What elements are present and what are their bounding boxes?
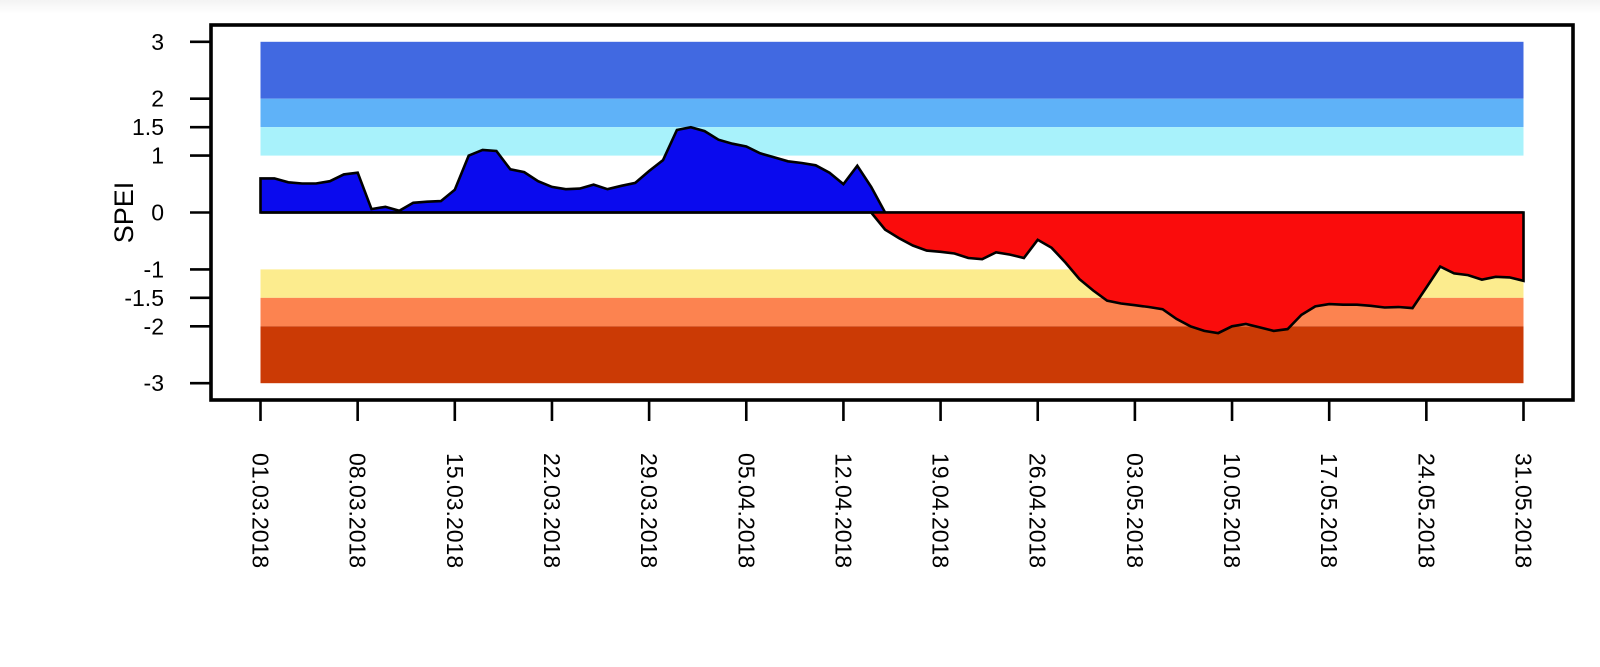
x-tick-label: 12.04.2018 xyxy=(830,453,856,568)
x-tick-label: 22.03.2018 xyxy=(539,453,565,568)
y-tick-label: 0 xyxy=(151,200,164,226)
x-tick-label: 29.03.2018 xyxy=(636,453,662,568)
x-tick-label: 19.04.2018 xyxy=(928,453,954,568)
y-tick-label: -2 xyxy=(144,313,164,339)
y-tick-label: -1.5 xyxy=(124,285,164,311)
x-tick-label: 31.05.2018 xyxy=(1511,453,1537,568)
y-tick-label: 1 xyxy=(151,143,164,169)
x-tick-label: 26.04.2018 xyxy=(1025,453,1051,568)
y-axis-title: SPEI xyxy=(109,182,139,244)
negative-spei-area xyxy=(260,211,1525,335)
y-tick-label: -3 xyxy=(144,370,164,396)
y-tick-label: 2 xyxy=(151,86,164,112)
band--3-to--2 xyxy=(260,326,1524,384)
x-tick-label: 03.05.2018 xyxy=(1122,453,1148,568)
band-1-to-1.5 xyxy=(260,127,1524,156)
x-tick-label: 17.05.2018 xyxy=(1316,453,1342,568)
x-tick-label: 15.03.2018 xyxy=(442,453,468,568)
y-tick-label: 3 xyxy=(151,29,164,55)
x-tick-label: 01.03.2018 xyxy=(248,453,274,568)
band-2-to-3 xyxy=(260,41,1524,99)
y-tick-label: -1 xyxy=(144,256,164,282)
x-tick-label: 10.05.2018 xyxy=(1219,453,1245,568)
y-tick-label: 1.5 xyxy=(132,114,164,140)
x-tick-label: 24.05.2018 xyxy=(1413,453,1439,568)
x-tick-label: 05.04.2018 xyxy=(733,453,759,568)
x-tick-label: 08.03.2018 xyxy=(345,453,371,568)
band-1.5-to-2 xyxy=(260,98,1524,128)
